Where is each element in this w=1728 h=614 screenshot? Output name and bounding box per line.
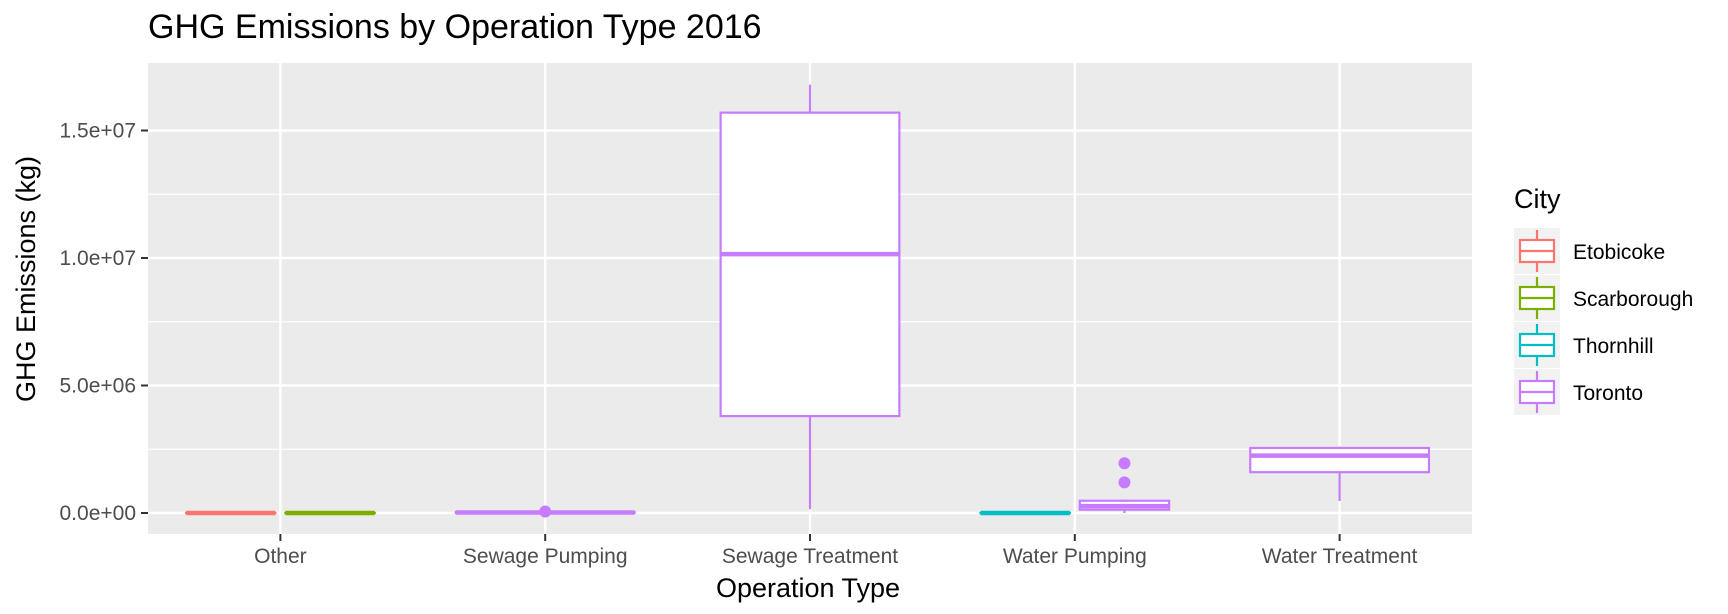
outlier-point [1118, 476, 1131, 489]
outlier-point [1118, 457, 1131, 470]
x-tick-label: Sewage Pumping [463, 545, 628, 568]
box-toronto [1078, 457, 1171, 513]
legend-label: Etobicoke [1573, 241, 1665, 264]
box-series [184, 84, 1431, 518]
legend-title: City [1514, 184, 1561, 214]
y-tick-label: 0.0e+00 [60, 502, 137, 525]
legend-label: Scarborough [1573, 288, 1693, 311]
x-tick-label: Water Treatment [1262, 545, 1418, 568]
y-tick-label: 5.0e+06 [60, 375, 137, 398]
y-tick-label: 1.5e+07 [60, 120, 137, 143]
y-tick-label: 1.0e+07 [60, 247, 137, 270]
x-tick-label: Water Pumping [1003, 545, 1147, 568]
box-toronto [454, 505, 636, 518]
outlier-point [539, 505, 552, 518]
box-body [1249, 446, 1431, 474]
x-tick-label: Other [254, 545, 307, 568]
x-axis-title: Operation Type [716, 573, 900, 603]
box-toronto [719, 84, 901, 510]
box-toronto [1249, 446, 1431, 502]
legend: City Etobicoke Scarborough Thornhill Toront… [1514, 184, 1693, 415]
y-axis: 0.0e+00 5.0e+06 1.0e+07 1.5e+07 [60, 120, 148, 525]
legend-label: Toronto [1573, 382, 1643, 405]
legend-label: Thornhill [1573, 335, 1654, 358]
y-axis-title: GHG Emissions (kg) [11, 156, 41, 402]
box-body [719, 111, 901, 418]
chart-title: GHG Emissions by Operation Type 2016 [148, 8, 762, 46]
x-tick-label: Sewage Treatment [722, 545, 898, 568]
x-axis: Other Sewage Pumping Sewage Treatment Water… [254, 534, 1418, 568]
